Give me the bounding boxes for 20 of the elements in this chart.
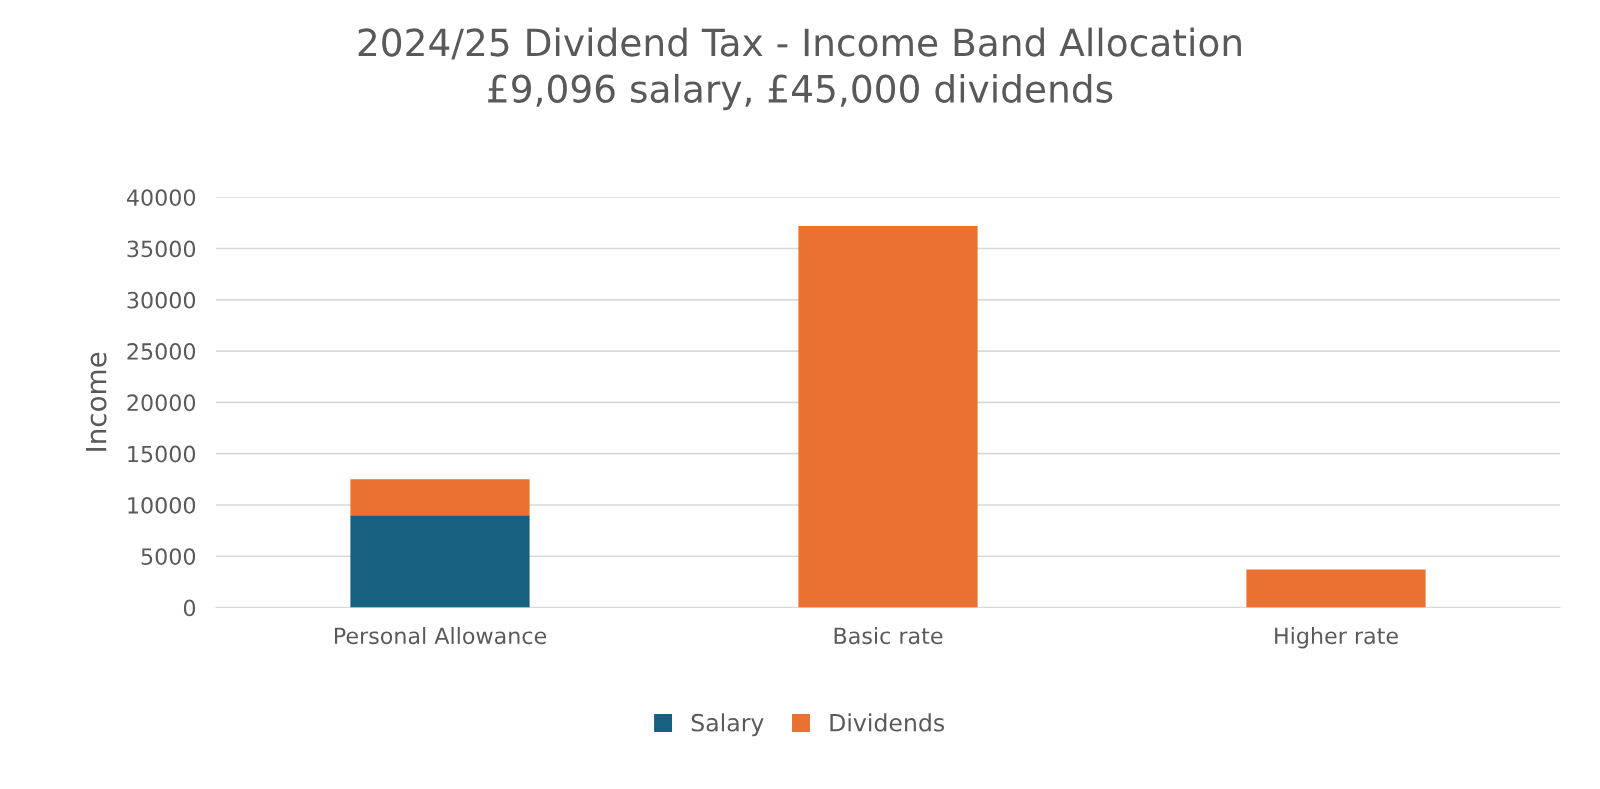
bar xyxy=(1246,569,1426,608)
legend-label: Salary xyxy=(691,713,764,737)
y-tick-label: 35000 xyxy=(127,240,196,258)
y-tick-label: 25000 xyxy=(127,343,196,360)
y-tick-label: 10000 xyxy=(128,496,196,514)
y-tick-label: 0 xyxy=(183,599,196,617)
bar xyxy=(798,225,978,608)
y-tick-label: 5000 xyxy=(141,548,196,565)
x-tick-label: Basic rate xyxy=(834,626,943,645)
legend-label: Dividends xyxy=(830,713,945,732)
bar xyxy=(350,515,530,608)
y-tick-label: 20000 xyxy=(127,394,196,412)
bar xyxy=(350,479,530,516)
y-tick-label: 40000 xyxy=(126,189,196,207)
x-tick-label: Higher rate xyxy=(1275,626,1398,649)
y-axis-title: Income xyxy=(85,352,107,451)
chart-title: 2024/25 Dividend Tax - Income Band Allocation £9,096 salary, £45,000 dividends xyxy=(358,27,1241,111)
x-tick-label: Personal Allowance xyxy=(334,626,547,645)
y-tick-label: 15000 xyxy=(128,445,196,463)
y-tick-label: 30000 xyxy=(127,291,196,309)
